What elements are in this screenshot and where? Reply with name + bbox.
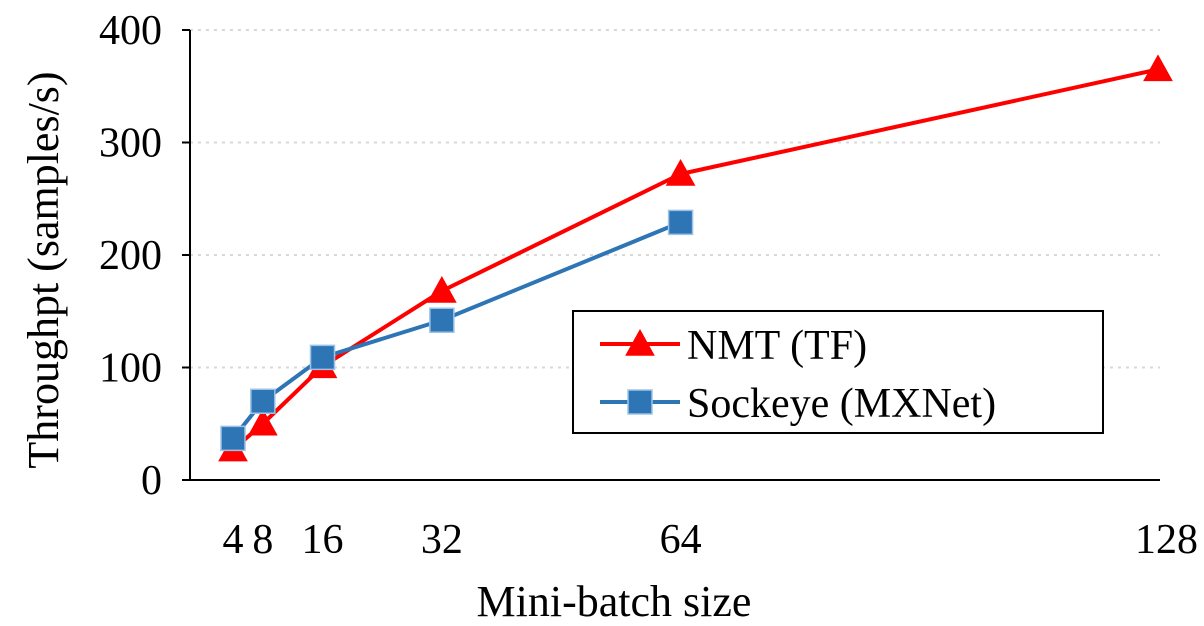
legend-marker-1 [627, 389, 653, 415]
x-tick-label-16: 16 [302, 517, 344, 563]
y-axis-title: Throughpt (samples/s) [19, 71, 68, 468]
x-tick-label-8: 8 [252, 517, 273, 563]
y-tick-label-400: 400 [99, 8, 162, 54]
data-point-0-8 [247, 408, 278, 436]
data-point-1-32 [429, 307, 455, 333]
x-tick-label-32: 32 [421, 517, 463, 563]
x-tick-label-128: 128 [1135, 517, 1198, 563]
y-tick-labels: 0 100 200 300 400 [99, 8, 162, 504]
x-tick-label-4: 4 [223, 517, 244, 563]
y-tick-label-300: 300 [99, 121, 162, 167]
x-tick-label-64: 64 [660, 517, 702, 563]
x-tick-labels: 4 8 16 32 64 128 [223, 517, 1199, 563]
y-tick-label-100: 100 [99, 346, 162, 392]
legend-box [572, 310, 1104, 434]
data-point-1-16 [309, 344, 336, 371]
legend-label-0: NMT (TF) [687, 323, 867, 369]
data-point-0-128 [1143, 54, 1173, 82]
data-point-1-4 [220, 425, 246, 452]
y-tick-label-0: 0 [141, 458, 162, 504]
x-axis-title: Mini-batch size [477, 577, 752, 626]
legend-label-1: Sockeye (MXNet) [687, 381, 996, 427]
series-1 [220, 209, 694, 452]
series-layer [218, 54, 1173, 462]
y-tick-label-200: 200 [99, 233, 162, 279]
legend: NMT (TF) Sockeye (MXNet) [572, 310, 1104, 434]
legend-marker-0 [625, 328, 655, 356]
data-point-1-8 [250, 388, 276, 414]
axes [182, 29, 1160, 481]
data-point-0-32 [427, 275, 457, 303]
data-point-0-64 [665, 158, 696, 186]
data-point-1-64 [667, 209, 694, 236]
